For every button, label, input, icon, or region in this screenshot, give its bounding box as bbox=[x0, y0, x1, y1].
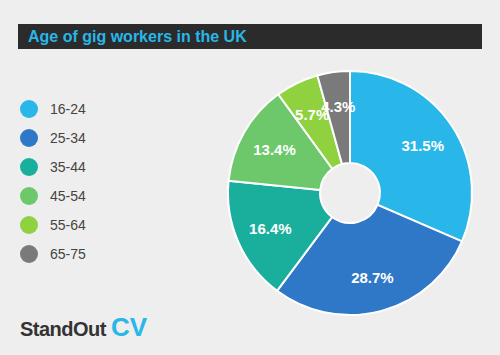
html-text:25-34: 25-34 bbox=[50, 129, 86, 146]
html-text:Age of gig workers in the UK: Age of gig workers in the UK bbox=[28, 28, 247, 45]
html-text:16-24: 16-24 bbox=[50, 100, 86, 117]
html-text:55-64: 55-64 bbox=[50, 216, 86, 233]
svg-text:28.7%: 28.7% bbox=[351, 269, 394, 286]
html-text:StandOut CV: StandOut CV bbox=[20, 312, 148, 342]
html-text:45-54: 45-54 bbox=[50, 187, 86, 204]
svg-text:4.3%: 4.3% bbox=[321, 98, 355, 115]
html-text:65-75: 65-75 bbox=[50, 245, 86, 262]
svg-text:13.4%: 13.4% bbox=[253, 141, 296, 158]
html-text:35-44: 35-44 bbox=[50, 158, 86, 175]
svg-text:5.7%: 5.7% bbox=[295, 106, 330, 124]
svg-text:16.4%: 16.4% bbox=[249, 220, 292, 237]
svg-text:31.5%: 31.5% bbox=[401, 137, 444, 154]
